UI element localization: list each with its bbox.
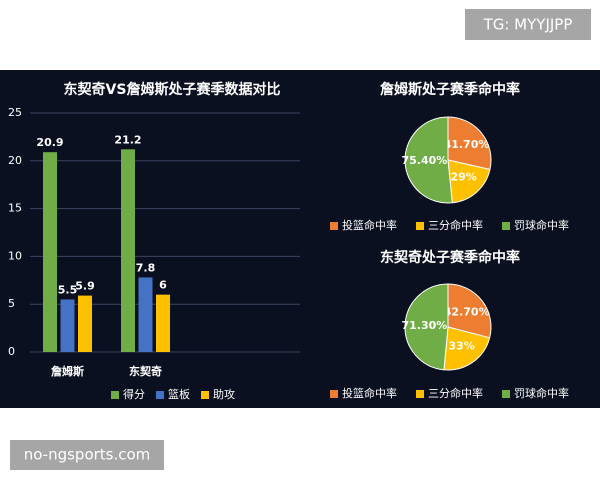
legend-swatch — [502, 222, 510, 230]
legend-label: 三分命中率 — [428, 386, 483, 400]
data-label: 42.70% — [444, 306, 490, 319]
data-label: 29% — [451, 171, 477, 184]
bar — [43, 152, 57, 352]
pie-slice — [447, 283, 492, 339]
bar — [156, 294, 170, 352]
x-tick-label: 詹姆斯 — [51, 364, 84, 378]
data-label: 21.2 — [114, 133, 141, 146]
x-tick-label: 东契奇 — [129, 364, 162, 378]
legend-label: 投篮命中率 — [342, 218, 397, 232]
pie-slice — [447, 116, 492, 171]
data-label: 6 — [159, 279, 167, 292]
data-label: 71.30% — [401, 319, 447, 332]
bar — [138, 277, 153, 352]
legend-label: 罚球命中率 — [514, 218, 569, 232]
chart-title: 东契奇处子赛季命中率 — [380, 249, 520, 266]
y-tick-label: 25 — [8, 106, 22, 119]
pie-slice — [404, 116, 453, 204]
legend-swatch — [156, 391, 164, 399]
legend-label: 篮板 — [168, 387, 190, 401]
data-label: 5.9 — [75, 280, 95, 293]
watermark-box — [465, 9, 591, 40]
y-tick-label: 20 — [8, 154, 22, 167]
data-label: 5.5 — [58, 283, 78, 296]
y-tick-label: 5 — [8, 297, 15, 310]
legend-label: 助攻 — [213, 387, 235, 401]
data-label: 33% — [448, 339, 474, 352]
legend-swatch — [201, 391, 209, 399]
legend-swatch — [416, 222, 424, 230]
pie-slice — [443, 326, 491, 371]
legend-label: 三分命中率 — [428, 218, 483, 232]
chart-title: 东契奇VS詹姆斯处子赛季数据对比 — [64, 81, 281, 98]
data-label: 75.40% — [401, 154, 447, 167]
legend-swatch — [416, 390, 424, 398]
watermark: no-ngsports.com — [24, 446, 151, 464]
data-label: 41.70% — [444, 138, 490, 151]
bar — [78, 295, 92, 352]
pie-slice — [447, 159, 491, 204]
chart-title: 詹姆斯处子赛季命中率 — [380, 81, 520, 98]
y-tick-label: 10 — [8, 249, 22, 262]
watermark-box — [10, 440, 164, 470]
bar — [121, 149, 135, 352]
legend-label: 投篮命中率 — [342, 386, 397, 400]
legend-swatch — [330, 222, 338, 230]
pie-slice — [404, 283, 449, 371]
data-label: 7.8 — [136, 261, 156, 274]
legend-swatch — [502, 390, 510, 398]
watermark: TG: MYYJJPP — [483, 16, 573, 34]
y-tick-label: 15 — [8, 202, 22, 215]
legend-swatch — [330, 390, 338, 398]
legend-label: 得分 — [123, 388, 145, 401]
data-label: 20.9 — [36, 136, 63, 149]
legend-label: 罚球命中率 — [514, 386, 569, 400]
bar — [60, 299, 75, 352]
y-tick-label: 0 — [8, 345, 15, 358]
panel — [0, 70, 600, 408]
legend-swatch — [111, 391, 119, 399]
